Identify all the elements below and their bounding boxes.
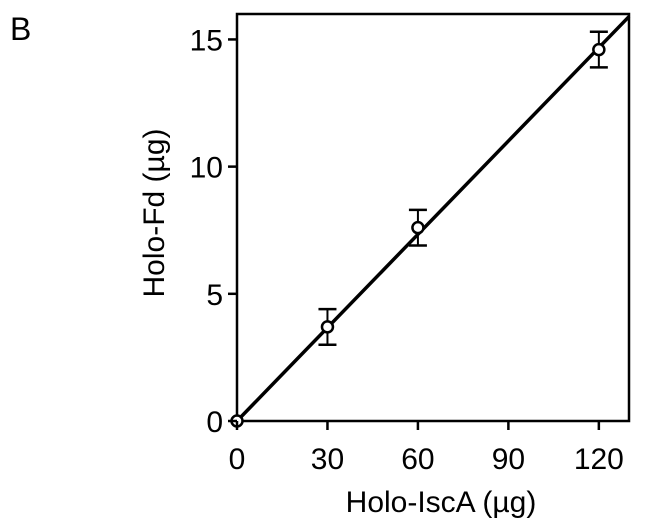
x-tick-label: 120 [574,443,624,476]
data-point [411,220,425,235]
data-point [592,42,606,57]
x-tick-label: 30 [311,443,344,476]
x-axis-ticks: 0 30 60 90 120 [229,421,624,476]
y-tick-label: 15 [190,24,223,57]
x-tick-label: 60 [401,443,434,476]
x-axis-title: Holo-IscA (µg) [346,486,537,519]
data-point [320,320,335,334]
points-layer [230,42,606,428]
y-axis-title: Holo-Fd (µg) [138,129,171,298]
y-axis-ticks: 0 5 10 15 [190,24,237,439]
panel-label: B [10,11,31,47]
fit-line [235,15,631,423]
y-tick-label: 5 [206,279,223,312]
y-tick-label: 0 [206,406,223,439]
plot-border [235,12,631,423]
errorbar-layer [318,30,608,346]
x-tick-label: 0 [229,443,246,476]
x-tick-label: 90 [492,443,525,476]
y-tick-label: 10 [190,152,223,185]
plot-frame [235,12,631,423]
fit-line-layer [235,15,631,423]
